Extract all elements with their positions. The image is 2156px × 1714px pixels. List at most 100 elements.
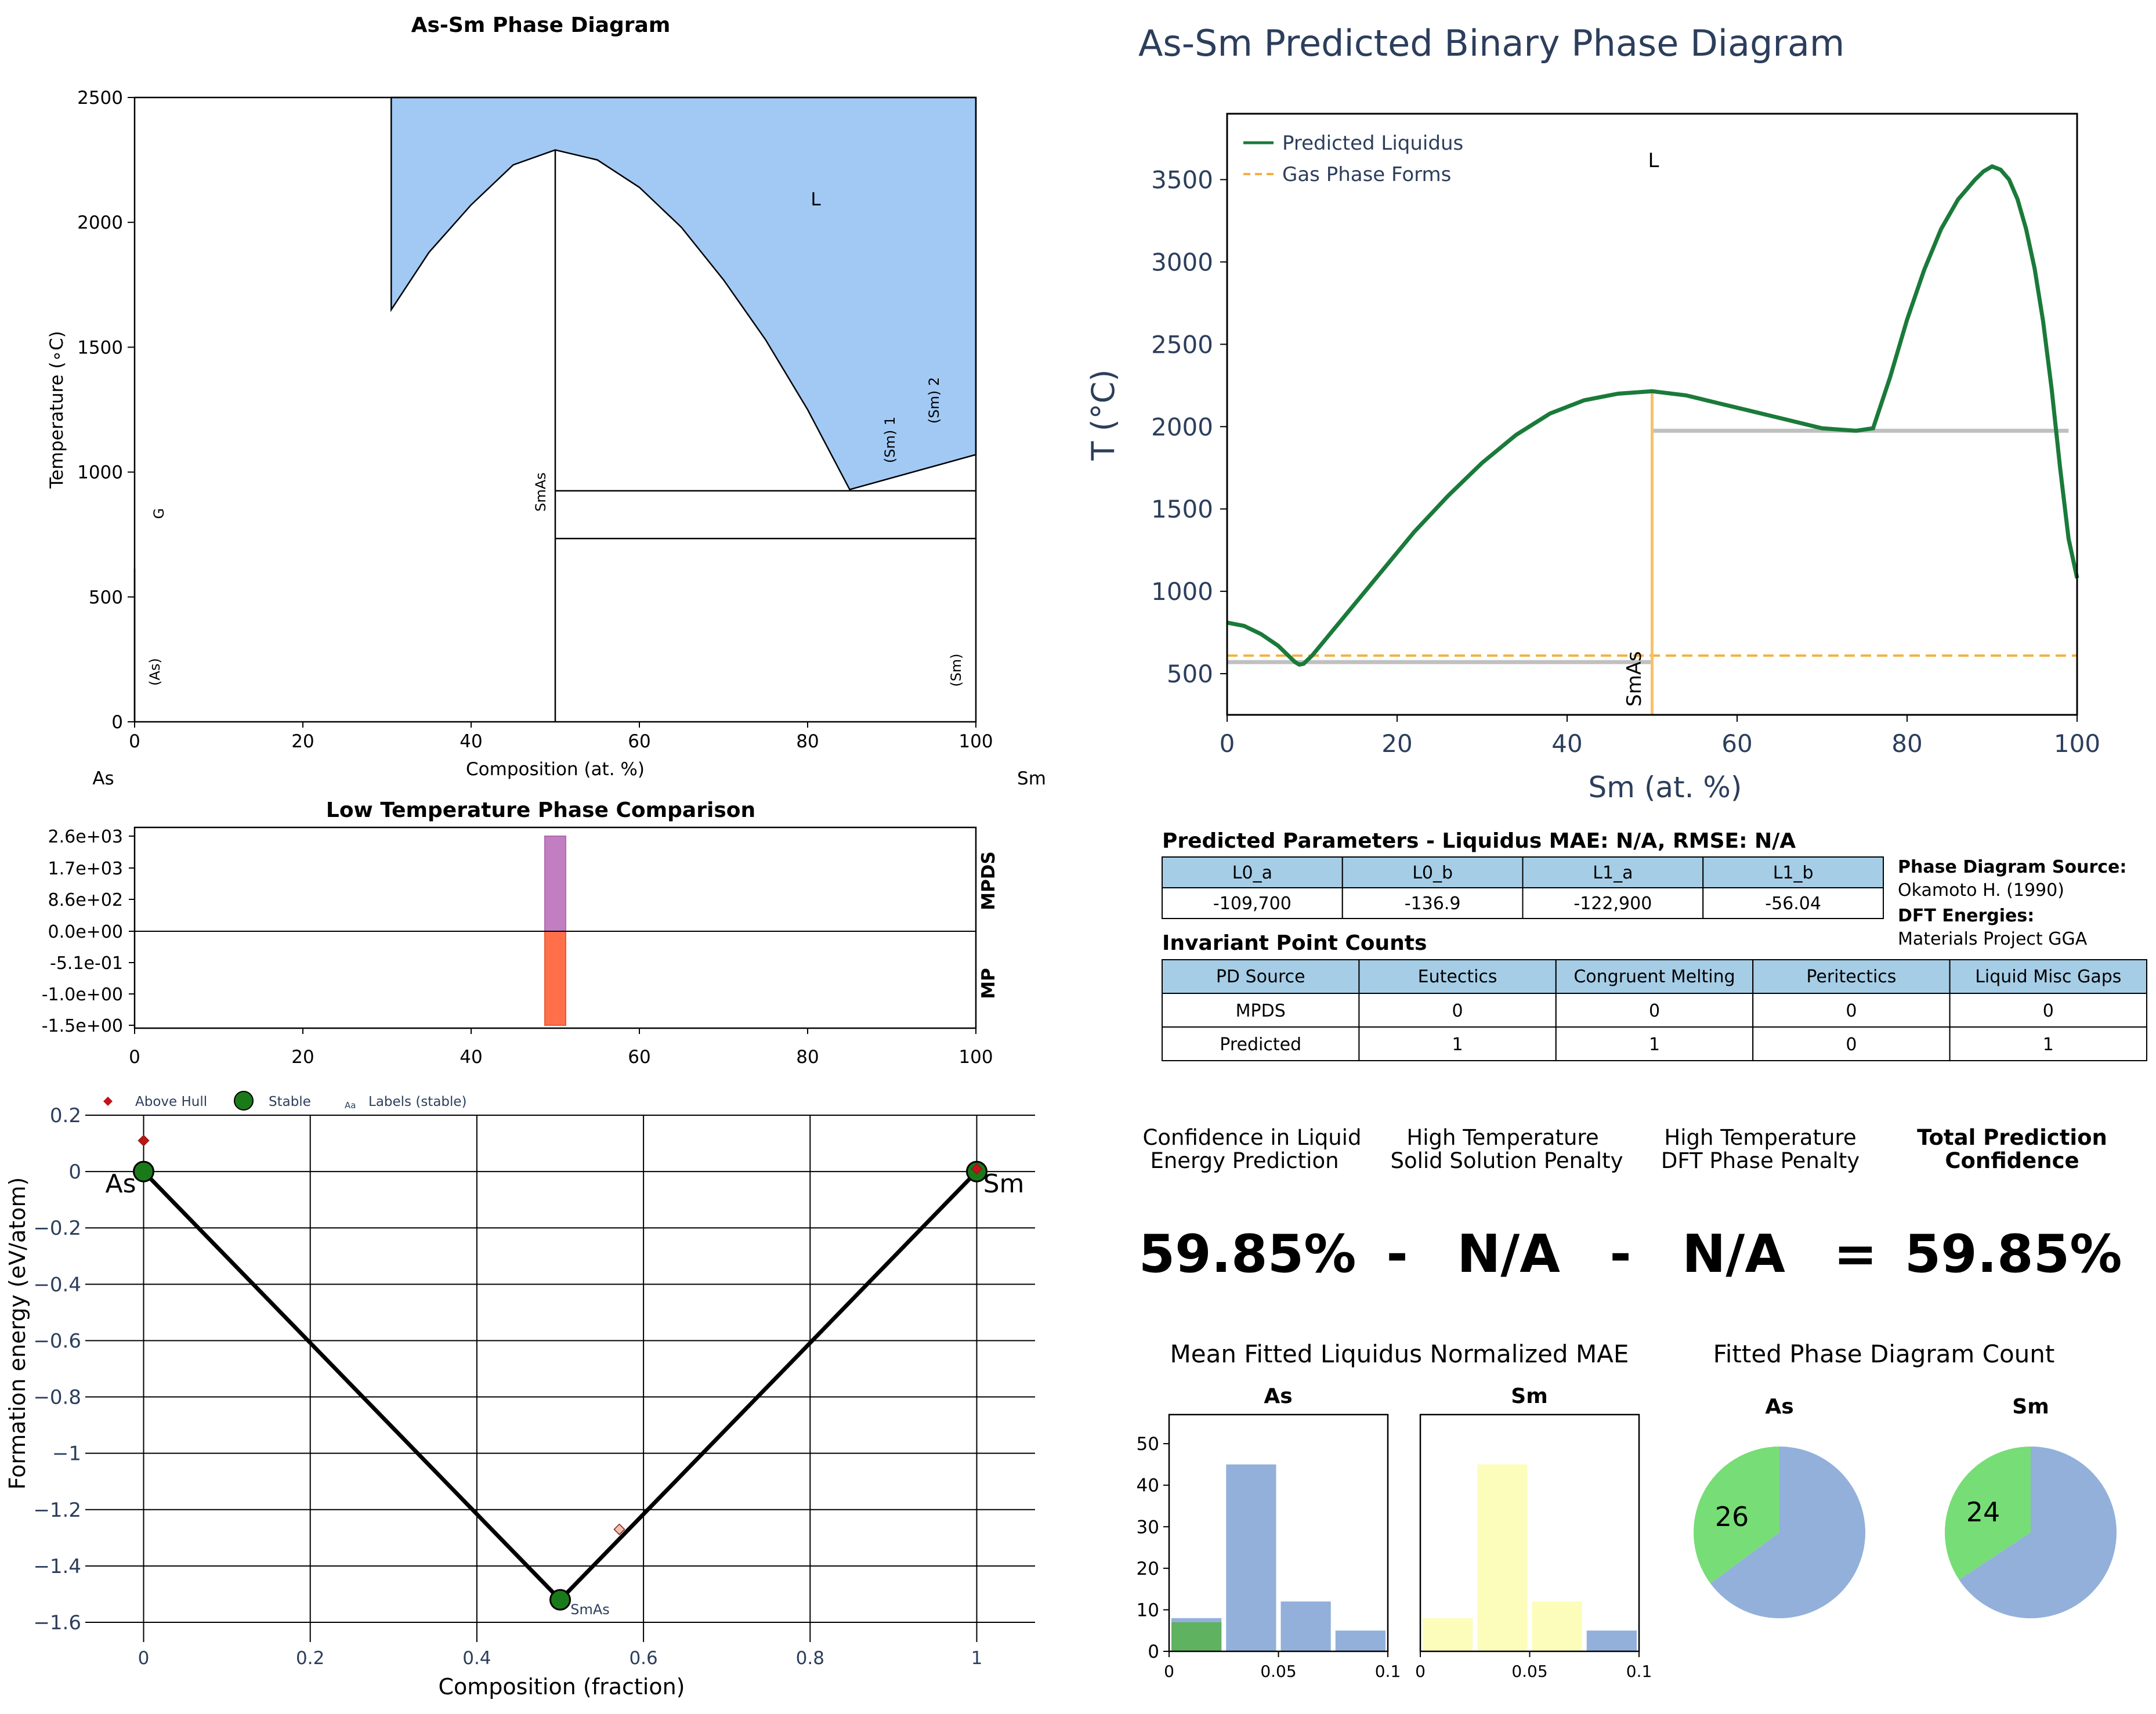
y-tick-label: 1500 (77, 337, 123, 358)
y-tick-label: 1000 (1151, 577, 1213, 606)
mae-x-tick-label: 0 (1164, 1662, 1174, 1681)
invariant-value: 0 (1649, 1001, 1660, 1021)
hull-label-sm: Sm (983, 1169, 1025, 1199)
histogram-bar (1335, 1630, 1386, 1651)
predicted-legend: Predicted Liquidus Gas Phase Forms (1243, 132, 1463, 186)
x-tick-label: 60 (628, 1047, 650, 1068)
confidence-heading-1a: Confidence in Liquid (1143, 1125, 1362, 1150)
predicted-solidus-lines (1227, 428, 2069, 664)
confidence-heading-4a: Total Prediction (1917, 1125, 2107, 1150)
y-tick-label: −0.8 (33, 1386, 81, 1409)
x-tick-label: 100 (958, 1047, 993, 1068)
count-left-value: 26 (1715, 1501, 1749, 1532)
y-tick-label: 2500 (77, 88, 123, 109)
hull-legend: Above Hull Stable Aa Labels (stable) (103, 1091, 467, 1111)
mae-left-frame (1168, 1413, 1389, 1652)
invariant-value: 1 (1649, 1035, 1660, 1055)
stable-point (133, 1160, 155, 1183)
mae-right-frame (1419, 1413, 1640, 1652)
y-tick-label: −0.4 (33, 1273, 81, 1296)
invariant-header: Liquid Misc Gaps (1975, 967, 2121, 987)
predicted-panel: As-Sm Predicted Binary Phase Diagram 0 20… (1085, 22, 2100, 804)
y-tick-label: 0 (111, 712, 123, 733)
param-value: -122,900 (1573, 894, 1652, 914)
invariant-header: Peritectics (1806, 967, 1896, 987)
region-label-gas: G (151, 508, 167, 519)
predicted-x-ticks: 0 20 40 60 80 100 (1220, 715, 2100, 758)
invariant-value: 0 (1452, 1001, 1463, 1021)
predicted-label-smas: SmAs (1623, 651, 1646, 707)
x-tick-label: 1 (971, 1648, 983, 1669)
y-tick-label: 2000 (1151, 413, 1213, 441)
count-title: Fitted Phase Diagram Count (1713, 1340, 2055, 1368)
x-tick-label: 0 (1220, 729, 1235, 758)
invariant-value: 0 (1846, 1001, 1857, 1021)
confidence-heading-4b: Confidence (1945, 1148, 2079, 1173)
mae-y-tick-label: 20 (1137, 1558, 1159, 1579)
x-tick-label: 80 (796, 1047, 819, 1068)
predicted-xlabel: Sm (at. %) (1589, 771, 1742, 804)
invariant-header-cell (1555, 959, 1754, 994)
confidence-heading-2a: High Temperature (1406, 1125, 1598, 1150)
mae-y-tick-label: 30 (1137, 1517, 1159, 1538)
x-tick-label: 20 (291, 1047, 314, 1068)
mp-side-label: MP (978, 968, 999, 999)
x-tick-label: 60 (1721, 729, 1752, 758)
stable-point (549, 1589, 571, 1611)
legend-stable-marker (234, 1091, 254, 1111)
y-tick-label: 2500 (1151, 330, 1213, 359)
confidence-heading-3b: DFT Phase Penalty (1661, 1148, 1860, 1173)
operator-equals: = (1833, 1224, 1877, 1285)
y-tick-label: −0.6 (33, 1329, 81, 1353)
x-tick-label: 20 (1381, 729, 1412, 758)
x-tick-label: 80 (796, 731, 819, 752)
x-tick-label: 20 (291, 731, 314, 752)
y-tick-label: 2.6e+03 (48, 827, 123, 847)
histogram-bar (1423, 1618, 1473, 1651)
mae-title: Mean Fitted Liquidus Normalized MAE (1170, 1340, 1629, 1368)
source-info: Phase Diagram Source: Okamoto H. (1990) … (1898, 857, 2126, 949)
phase-diagram-title: As-Sm Phase Diagram (411, 13, 671, 37)
dft-phase-penalty-value: N/A (1682, 1224, 1785, 1285)
x-tick-label: 40 (460, 1047, 482, 1068)
predicted-label-liquid: L (1648, 149, 1659, 172)
above-hull-point (613, 1523, 625, 1535)
param-header: L0_a (1232, 863, 1272, 883)
histogram-bar (1586, 1630, 1637, 1651)
invariant-header-cell (1752, 959, 1951, 994)
y-tick-label: -5.1e-01 (50, 953, 123, 974)
y-tick-label: 3500 (1151, 166, 1213, 194)
count-panel: Fitted Phase Diagram Count As Sm 26 24 (1694, 1340, 2117, 1619)
pie-slice (1710, 1446, 1866, 1618)
count-left-title: As (1765, 1395, 1793, 1419)
x-tick-label: 0.6 (629, 1648, 657, 1669)
y-tick-label: 500 (1167, 660, 1213, 688)
y-tick-label: 1000 (77, 462, 123, 483)
x-tick-label: 0 (129, 731, 140, 752)
y-tick-label: 2000 (77, 212, 123, 233)
mae-axis-ticks: 0 10 20 30 40 50 0 0.05 0.1 0 0.05 0.1 (1137, 1434, 1652, 1681)
legend-liquidus-label: Predicted Liquidus (1282, 132, 1463, 155)
parameters-title: Predicted Parameters - Liquidus MAE: N/A… (1162, 829, 1796, 853)
parameters-table: Predicted Parameters - Liquidus MAE: N/A… (1162, 829, 1884, 919)
invariant-cell (1949, 1026, 2148, 1061)
x-tick-label: 80 (1891, 729, 1922, 758)
low-temp-title: Low Temperature Phase Comparison (326, 798, 755, 822)
mp-bar (544, 931, 566, 1026)
confidence-heading-2b: Solid Solution Penalty (1391, 1148, 1623, 1173)
param-value-cell (1162, 887, 1343, 919)
x-tick-label: 0 (138, 1648, 150, 1669)
pie-slice (1959, 1447, 2117, 1619)
x-tick-label: 100 (958, 731, 993, 752)
y-tick-label: 500 (89, 587, 123, 608)
region-label-liquid: L (811, 189, 821, 210)
invariant-value: 1 (2043, 1035, 2054, 1055)
region-label-sm1: (Sm) 1 (882, 417, 898, 463)
hull-label-smas: SmAs (570, 1601, 610, 1618)
pie-slice (1944, 1447, 2031, 1580)
invariant-cell (1555, 1026, 1754, 1061)
predicted-liquidus-line (1227, 164, 2079, 667)
invariant-grid: PD Source Eutectics Congruent Melting Perit… (1162, 959, 2148, 1061)
mae-x-tick-label: 0.05 (1511, 1662, 1547, 1681)
confidence-summary: Confidence in Liquid Energy Prediction H… (1139, 1125, 2122, 1285)
